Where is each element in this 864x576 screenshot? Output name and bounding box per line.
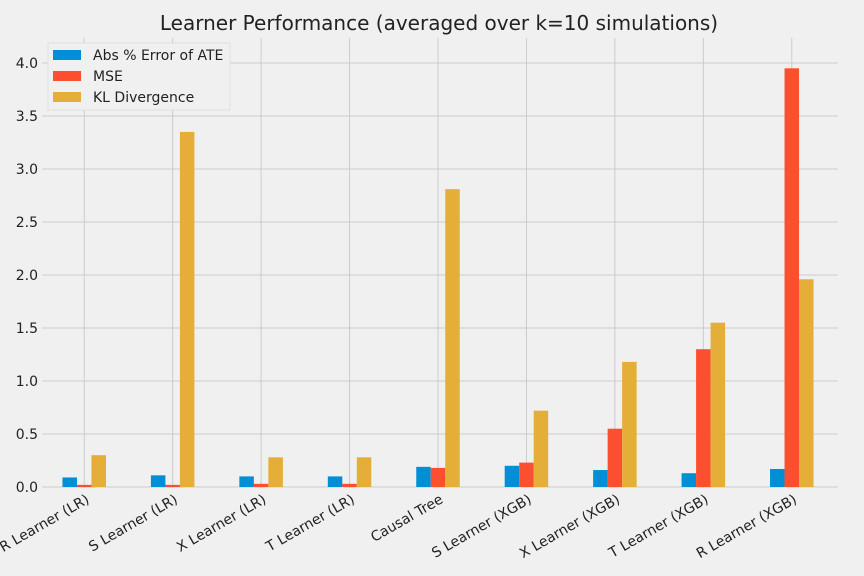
bar: [593, 470, 608, 487]
legend-label: Abs % Error of ATE: [93, 48, 223, 64]
legend-label: KL Divergence: [93, 90, 194, 106]
bar: [76, 484, 92, 487]
bar: [622, 361, 637, 487]
bar: [91, 455, 106, 487]
bar: [342, 483, 357, 487]
legend-label: MSE: [93, 69, 123, 85]
bar: [710, 322, 726, 487]
bar: [533, 410, 549, 487]
bar: [696, 349, 711, 487]
y-tick-label: 3.0: [16, 162, 38, 178]
bar: [784, 68, 800, 488]
bar: [607, 428, 623, 487]
y-tick-label: 1.0: [16, 374, 38, 390]
y-tick-label: 0.0: [16, 480, 38, 496]
bar: [445, 189, 460, 487]
bar: [770, 468, 785, 487]
x-tick-label: T Learner (LR): [263, 492, 358, 556]
y-tick-label: 2.0: [16, 268, 38, 284]
bar: [356, 457, 372, 487]
chart-title: Learner Performance (averaged over k=10 …: [160, 11, 718, 35]
x-tick-label: R Learner (LR): [0, 492, 92, 556]
bar: [165, 484, 180, 487]
bar: [327, 476, 343, 487]
y-tick-label: 1.5: [16, 321, 38, 337]
bar: [519, 462, 534, 487]
legend-swatch: [53, 71, 81, 81]
x-tick-label: X Learner (LR): [174, 492, 269, 556]
legend: Abs % Error of ATE MSE KL Divergence: [47, 42, 231, 111]
y-tick-label: 2.5: [16, 215, 38, 231]
bar: [681, 473, 697, 487]
bar: [799, 279, 814, 487]
bar: [416, 466, 431, 487]
x-tick-label: Causal Tree: [368, 492, 446, 546]
bar: [62, 477, 77, 487]
legend-swatch: [53, 50, 81, 60]
y-tick-label: 4.0: [16, 56, 38, 72]
x-tick-label: X Learner (XGB): [517, 492, 623, 562]
x-tick-label: R Learner (XGB): [694, 492, 800, 562]
bar: [179, 131, 195, 487]
bar: [239, 476, 254, 487]
bar: [430, 467, 446, 487]
bar: [253, 483, 269, 487]
bar: [150, 475, 166, 487]
bar: [504, 465, 520, 487]
y-tick-label: 0.5: [16, 427, 38, 443]
legend-swatch: [53, 92, 81, 102]
y-tick-label: 3.5: [16, 109, 38, 125]
bar: [268, 457, 283, 487]
x-tick-label: S Learner (LR): [86, 492, 180, 556]
